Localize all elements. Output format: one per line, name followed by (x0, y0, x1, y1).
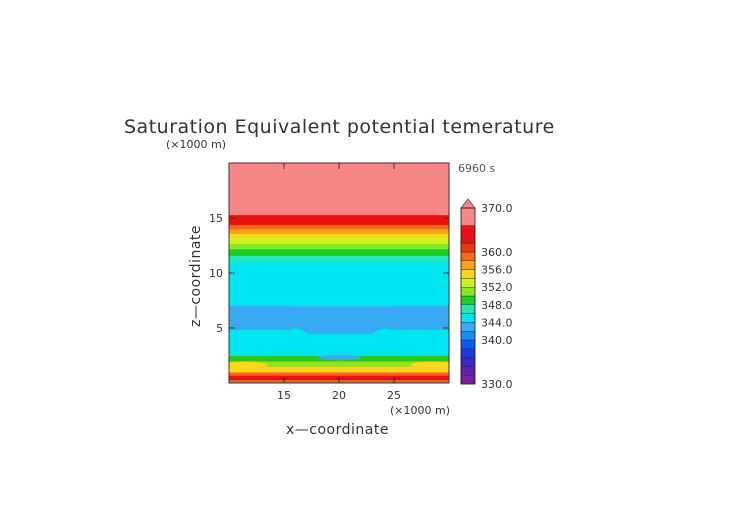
colorbar-tick-label: 348.0 (481, 299, 513, 312)
field-band-4 (229, 361, 449, 367)
field-band-8 (229, 262, 449, 307)
field-band-3 (229, 366, 449, 373)
colorbar-swatch (460, 357, 476, 367)
x-tick-label: 20 (332, 389, 346, 402)
field-band-17 (229, 163, 449, 216)
low-level-warm-lobe-right (410, 361, 449, 370)
colorbar-tick-label: 340.0 (481, 334, 513, 347)
field-band-16 (229, 214, 449, 226)
colorbar-swatch (460, 331, 476, 341)
x-tick-label: 15 (277, 389, 291, 402)
contour-field (229, 163, 449, 383)
field-band-12 (229, 237, 449, 244)
colorbar-tick-label: 360.0 (481, 246, 513, 259)
colorbar-swatch (460, 366, 476, 376)
colorbar-swatch (460, 322, 476, 332)
colorbar-swatch (460, 287, 476, 297)
y-tick-label: 5 (216, 322, 223, 335)
time-label: 6960 s (458, 162, 496, 175)
colorbar-tick-label: 352.0 (481, 281, 513, 294)
colorbar-swatch (460, 339, 476, 350)
y-tick-label: 15 (209, 212, 223, 225)
colorbar: 370.0 360.0 356.0 352.0 348.0 344.0 340.0 330.0 (460, 198, 513, 391)
x-axis-unit: (×1000 m) (390, 404, 451, 417)
contour-features (229, 306, 449, 370)
x-tick-label: 25 (387, 389, 401, 402)
field-band-15 (229, 224, 449, 230)
x-axis-label: x—coordinate (286, 422, 389, 438)
colorbar-swatch (460, 348, 476, 358)
colorbar-swatch (460, 260, 476, 270)
colorbar-swatch (460, 207, 476, 226)
axis-ticks: 15 20 25 5 10 15 (209, 163, 449, 402)
colorbar-swatch (460, 242, 476, 253)
center-cool-blob (317, 354, 361, 361)
colorbar-tick-label: 356.0 (481, 264, 513, 277)
field-band-2 (229, 372, 449, 376)
colorbar-frame (460, 207, 476, 385)
colorbar-swatch (460, 313, 476, 323)
mid-level-blue-dip (229, 306, 449, 334)
colorbar-swatch (460, 304, 476, 314)
field-band-10 (229, 248, 449, 256)
colorbar-swatch (460, 278, 476, 288)
field-band-11 (229, 243, 449, 250)
y-tick-label: 10 (209, 267, 223, 280)
field-band-9 (229, 255, 449, 263)
chart-title: Saturation Equivalent potential temeratu… (124, 116, 555, 138)
colorbar-tick-label: 370.0 (481, 202, 513, 215)
colorbar-tick-label: 330.0 (481, 378, 513, 391)
low-level-warm-lobe-left (229, 361, 268, 370)
colorbar-swatch (460, 375, 476, 385)
colorbar-tick-label: 344.0 (481, 316, 513, 329)
colorbar-extend-arrow (460, 198, 476, 209)
colorbar-swatch (460, 251, 476, 262)
colorbar-swatch (460, 269, 476, 279)
field-band-14 (229, 229, 449, 234)
colorbar-swatch (460, 225, 476, 244)
field-band-13 (229, 233, 449, 239)
y-axis-unit: (×1000 m) (166, 138, 227, 151)
colorbar-swatch (460, 295, 476, 306)
